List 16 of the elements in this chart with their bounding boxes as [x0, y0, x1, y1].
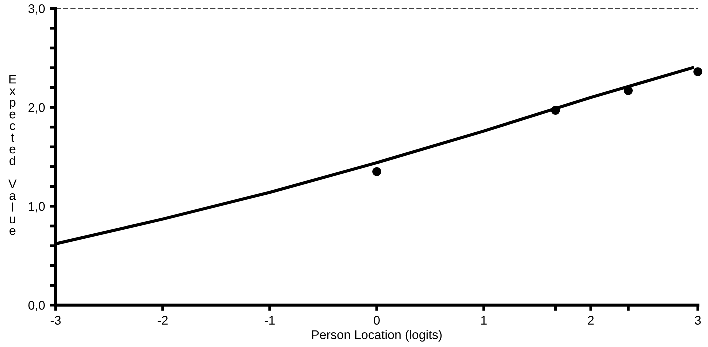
point [372, 167, 382, 176]
x-tick-label: -1 [264, 316, 275, 325]
y-tick-label: 2,0 [28, 103, 46, 114]
y-tick-label: 1,0 [29, 202, 46, 213]
x-tick-label: -3 [50, 316, 61, 325]
point [694, 67, 703, 76]
x-tick-label: -2 [158, 316, 168, 325]
x-tick-label: 1 [482, 316, 487, 325]
point [551, 106, 560, 116]
x-tick-label: 3 [695, 316, 702, 325]
y-tick-label: 0,0 [28, 301, 46, 312]
x-tick-label: 2 [588, 316, 594, 325]
x-axis-title: Person Location (logits) [312, 330, 442, 342]
text: Expected Value [8, 75, 17, 236]
x-tick-label: 0 [374, 316, 380, 325]
y-tick-label: 3,0 [28, 4, 46, 15]
